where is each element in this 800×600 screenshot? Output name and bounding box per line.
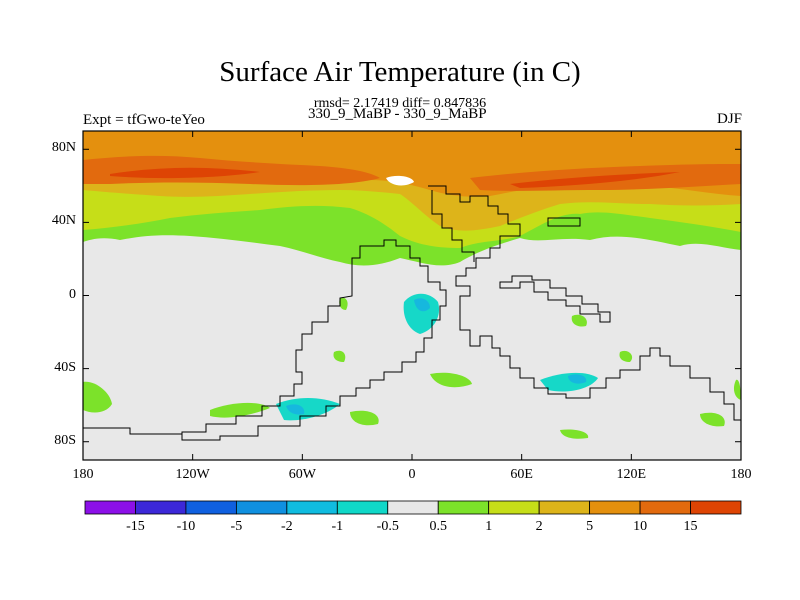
arctic-island-outline: [547, 217, 581, 227]
colorbar-segment: [639, 500, 691, 515]
colorbar-label: -5: [230, 519, 243, 534]
axis-ticks: [82, 131, 742, 460]
warm-patch: [333, 350, 346, 362]
antarctic-coast: [83, 427, 182, 435]
y-tick-label: 80S: [54, 432, 76, 448]
colorbar-label: 2: [535, 519, 543, 534]
colorbar-label: 5: [586, 519, 594, 534]
warm-band-15-plus: [110, 167, 680, 188]
colorbar-segment: [185, 500, 237, 515]
comparison-label: 330_9_MaBP - 330_9_MaBP: [308, 106, 487, 122]
warm-patch: [83, 381, 112, 413]
colorbar-segment: [286, 500, 338, 515]
colorbar-label: 15: [683, 519, 698, 534]
colorbar-label: -0.5: [376, 519, 399, 534]
cool-patch-dark: [286, 404, 305, 415]
x-tick-label: 180: [72, 467, 94, 482]
season-label: DJF: [716, 111, 742, 127]
cool-patch-dark: [568, 374, 587, 384]
y-tick-label: 80N: [51, 140, 76, 156]
cool-patch-dark: [414, 298, 430, 312]
y-tick-label: 40N: [51, 213, 76, 229]
colorbar-segment: [135, 500, 187, 515]
colorbar-segment: [437, 500, 490, 515]
temperature-field: [83, 131, 741, 460]
rmsd-diff-label: rmsd= 2.17419 diff= 0.847836: [313, 96, 487, 111]
colorbar-label: 1: [485, 519, 493, 534]
colorbar-label: 0.5: [429, 519, 447, 534]
x-tick-label: 0: [408, 467, 416, 482]
x-tick-label: 120E: [616, 467, 647, 482]
x-tick-label: 120W: [175, 467, 210, 482]
europe-africa-outline: [428, 185, 741, 421]
colorbar-segment: [589, 500, 641, 515]
americas-outline: [181, 239, 447, 441]
warm-patch: [700, 412, 725, 427]
x-tick-label: 60W: [288, 467, 316, 482]
y-tick-label: 40S: [54, 359, 76, 375]
experiment-label: Expt = tfGwo-teYeo: [83, 112, 205, 128]
warm-patch: [571, 314, 587, 327]
land-outline: [83, 185, 741, 441]
map-title: Surface Air Temperature (in C): [219, 56, 581, 88]
warm-patch: [560, 429, 589, 439]
colorbar-segment: [387, 500, 439, 515]
colorbar-label: -2: [281, 519, 293, 534]
x-tick-label: 180: [730, 467, 752, 482]
asia-outline: [499, 275, 611, 323]
colorbar-label: -10: [176, 519, 196, 534]
peninsula-outline: [431, 190, 475, 262]
warm-patch: [733, 379, 741, 400]
warm-patch: [619, 350, 633, 362]
neutral-patch: [386, 175, 414, 186]
colorbar-segment: [488, 500, 540, 515]
colorbar-segment: [84, 500, 136, 515]
colorbar: [84, 500, 742, 515]
cool-patch: [403, 293, 440, 334]
y-tick-label: 0: [69, 286, 76, 302]
colorbar-label: 10: [633, 519, 648, 534]
warm-patch: [430, 372, 472, 388]
x-tick-label: 60E: [510, 467, 533, 482]
warm-patch: [339, 297, 348, 310]
colorbar-segment: [336, 500, 389, 515]
cool-patch: [276, 398, 340, 421]
colorbar-label: -1: [331, 519, 344, 534]
colorbar-segment: [235, 500, 288, 515]
colorbar-label: -15: [126, 519, 145, 534]
colorbar-segment: [538, 500, 591, 515]
warm-patch: [210, 402, 270, 418]
colorbar-segment: [690, 500, 742, 515]
warm-patch: [350, 410, 379, 426]
